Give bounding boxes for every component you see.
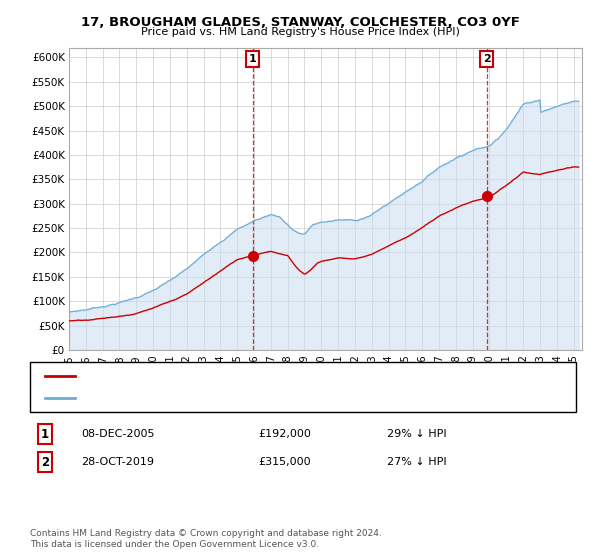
Text: Contains HM Land Registry data © Crown copyright and database right 2024.
This d: Contains HM Land Registry data © Crown c… (30, 529, 382, 549)
Text: HPI: Average price, detached house, Colchester: HPI: Average price, detached house, Colc… (81, 393, 319, 403)
Text: 17, BROUGHAM GLADES, STANWAY, COLCHESTER, CO3 0YF (detached house): 17, BROUGHAM GLADES, STANWAY, COLCHESTER… (81, 371, 469, 381)
Text: Price paid vs. HM Land Registry's House Price Index (HPI): Price paid vs. HM Land Registry's House … (140, 27, 460, 37)
Text: 08-DEC-2005: 08-DEC-2005 (81, 429, 155, 439)
Text: 28-OCT-2019: 28-OCT-2019 (81, 457, 154, 467)
Text: £315,000: £315,000 (258, 457, 311, 467)
Text: 2: 2 (41, 455, 49, 469)
Text: 1: 1 (249, 54, 257, 64)
Text: 27% ↓ HPI: 27% ↓ HPI (387, 457, 446, 467)
Text: 29% ↓ HPI: 29% ↓ HPI (387, 429, 446, 439)
Text: 2: 2 (483, 54, 491, 64)
Text: £192,000: £192,000 (258, 429, 311, 439)
Text: 1: 1 (41, 427, 49, 441)
Text: 17, BROUGHAM GLADES, STANWAY, COLCHESTER, CO3 0YF: 17, BROUGHAM GLADES, STANWAY, COLCHESTER… (80, 16, 520, 29)
